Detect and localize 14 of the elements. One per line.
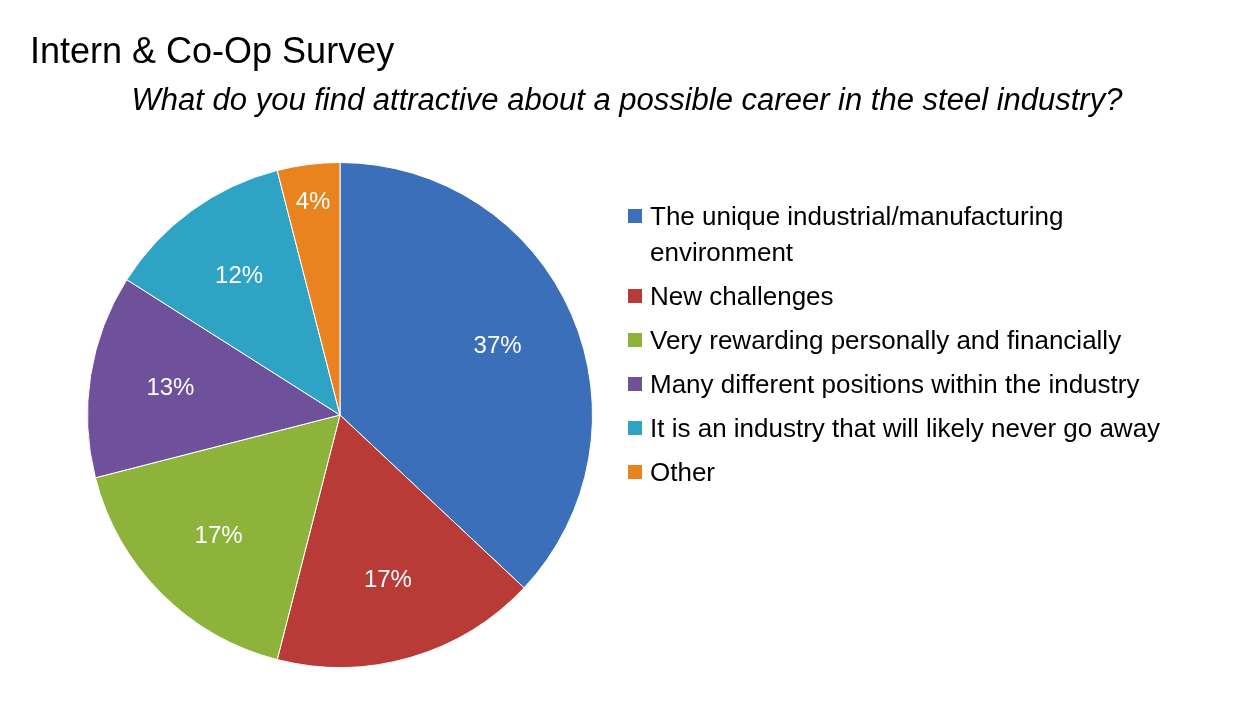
- legend-label: Many different positions within the industry: [650, 368, 1140, 401]
- chart-title: Intern & Co-Op Survey: [30, 30, 395, 72]
- data-label: 17%: [363, 564, 412, 592]
- data-label: 4%: [295, 186, 331, 214]
- data-label: 37%: [473, 331, 522, 359]
- legend-label: New challenges: [650, 280, 834, 313]
- legend-label: Other: [650, 456, 716, 489]
- data-label: 17%: [194, 521, 243, 549]
- data-label: 13%: [146, 372, 195, 400]
- chart-subtitle: What do you find attractive about a possible career in the steel industry?: [130, 82, 1124, 118]
- legend-label: It is an industry that will likely never go away: [650, 412, 1161, 445]
- legend-label: The unique industrial/manufacturing environment: [650, 200, 1065, 269]
- data-label: 12%: [215, 260, 264, 288]
- legend-label: Very rewarding personally and financially: [650, 324, 1122, 357]
